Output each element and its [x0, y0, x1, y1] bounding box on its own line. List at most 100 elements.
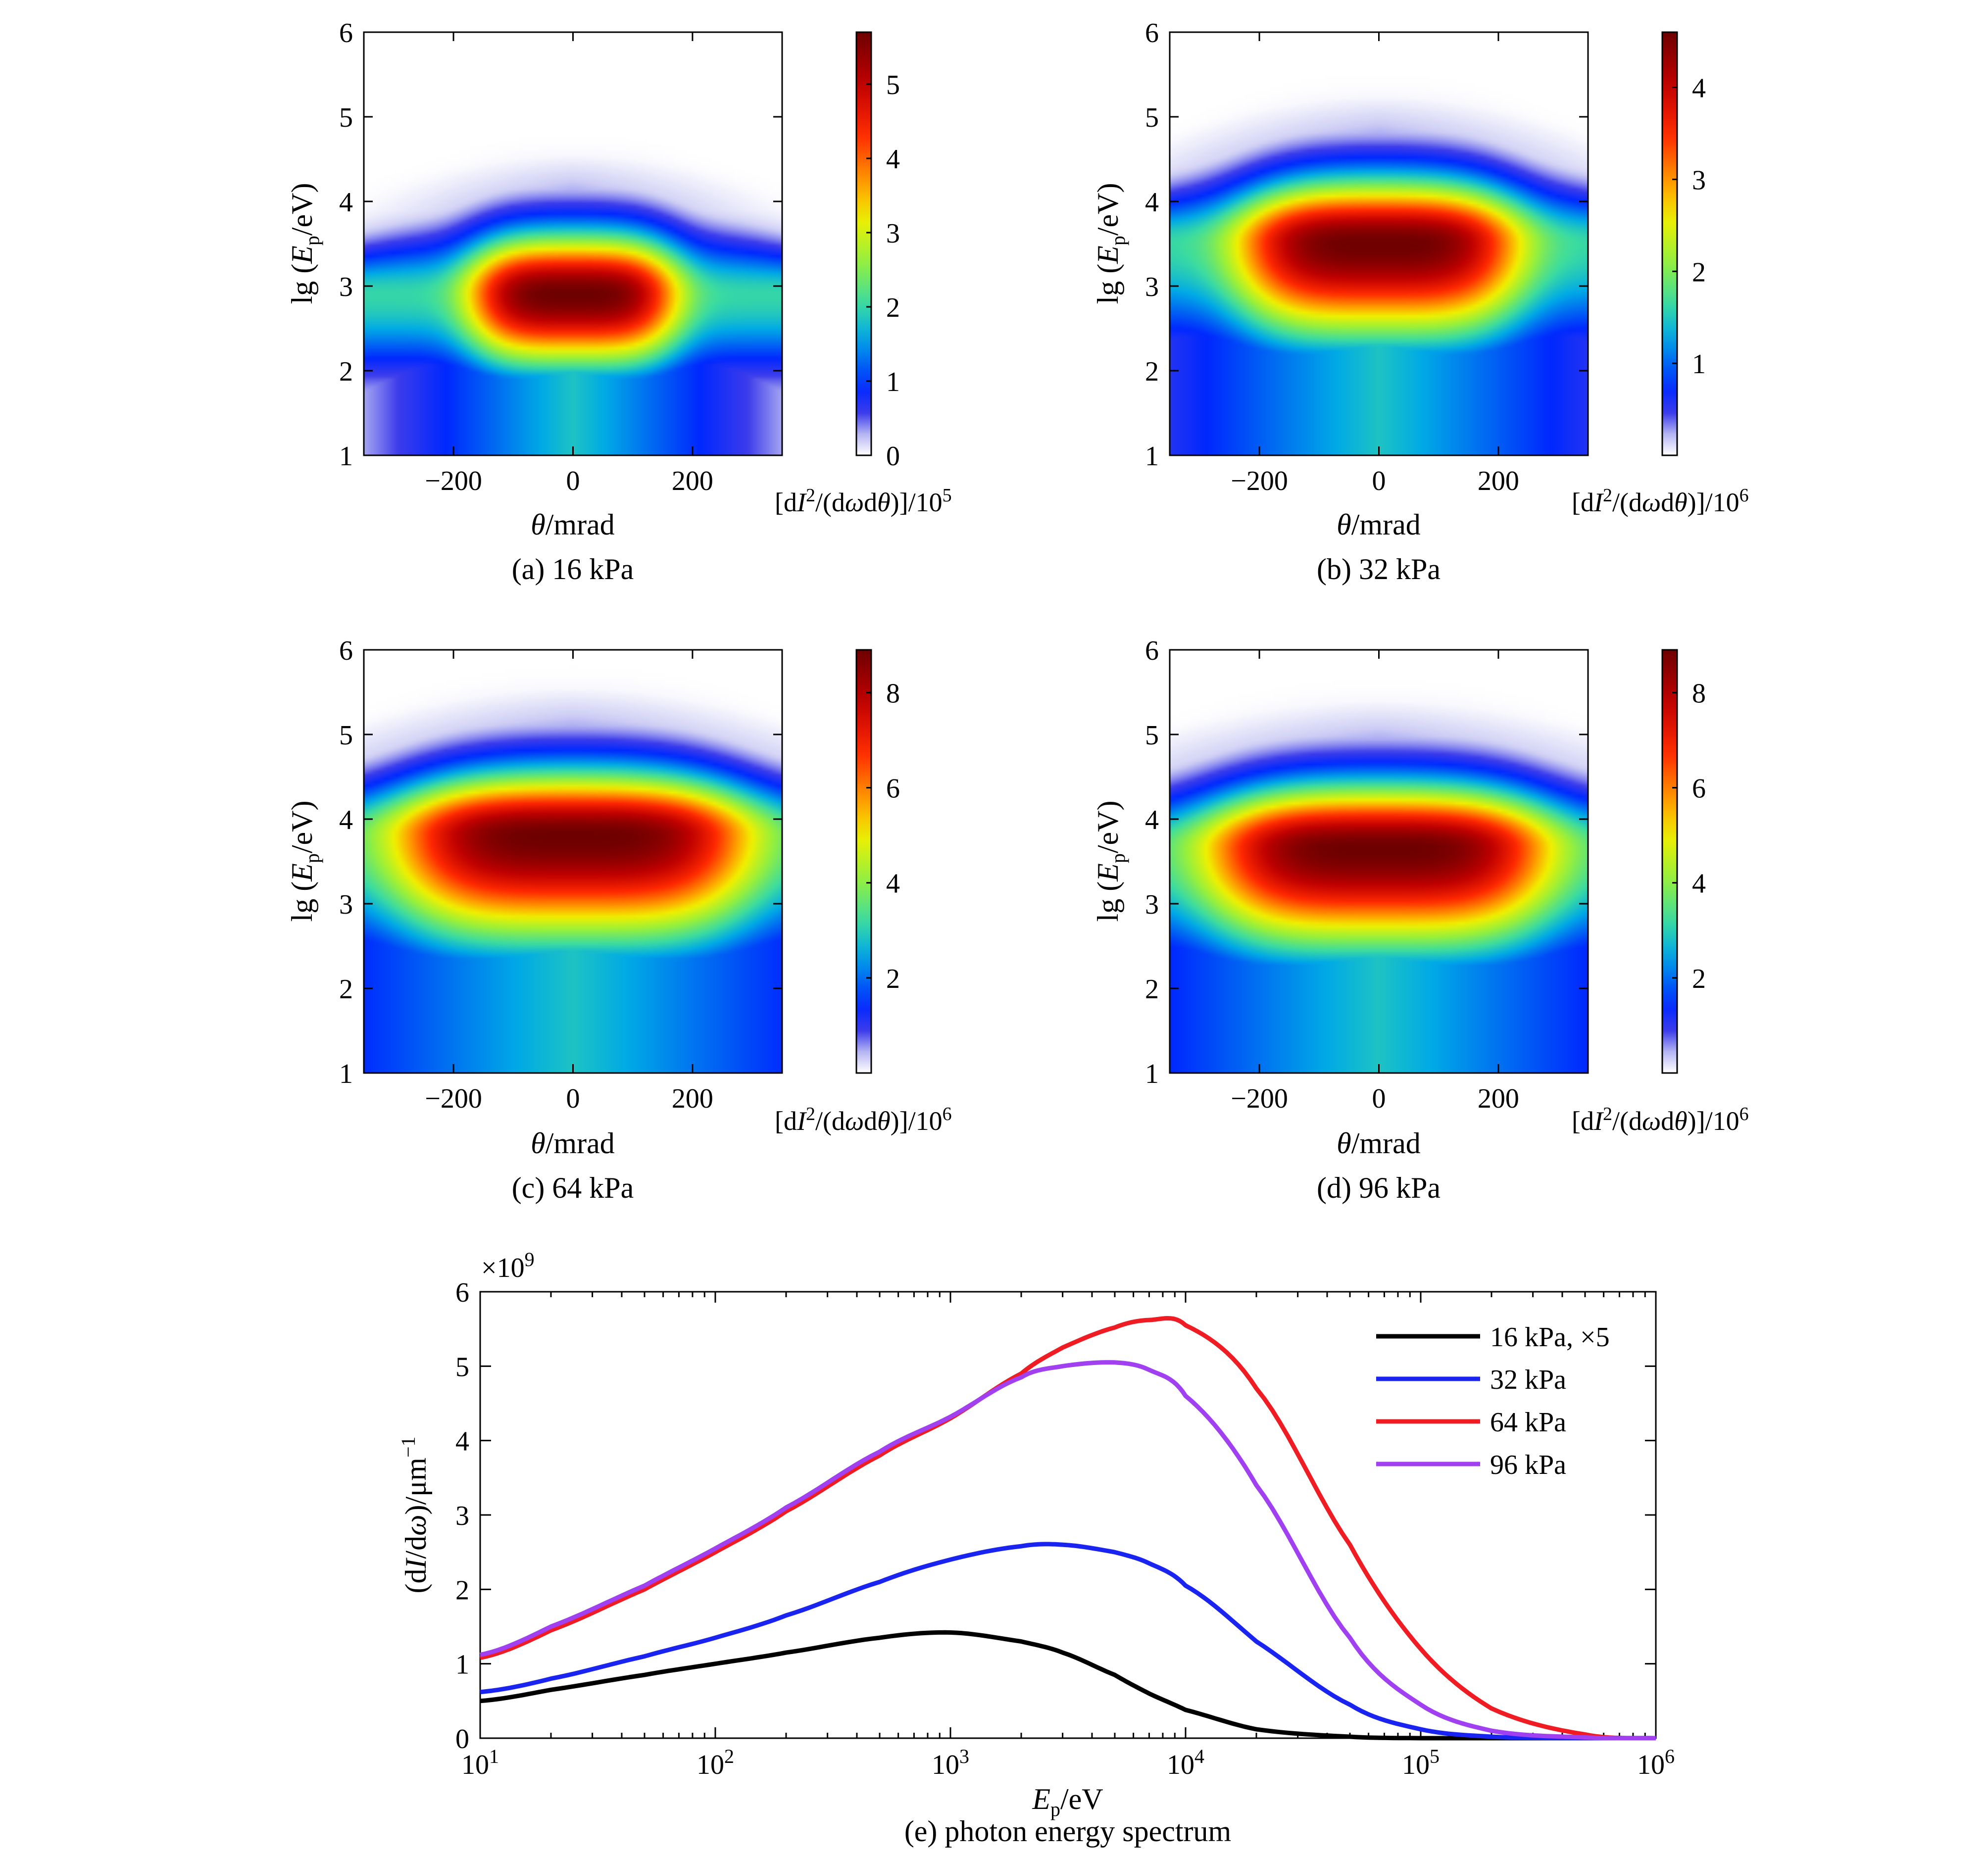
y-tick-label: 1: [1145, 1059, 1159, 1089]
legend: 16 kPa, ×5 32 kPa 64 kPa 96 kPa: [1376, 1322, 1610, 1480]
y-tick-label: 5: [455, 1352, 469, 1382]
colorbar-tick-label: 2: [1692, 964, 1706, 994]
colorbar-tick-label: 2: [1692, 257, 1706, 288]
y-tick-label: 0: [455, 1724, 469, 1755]
y-tick-label: 3: [1145, 889, 1159, 920]
x-ticks: −200 0 200: [425, 650, 713, 1114]
x-tick-label: 0: [566, 466, 580, 496]
colorbar-tick-label: 2: [886, 293, 900, 323]
panel-caption: (c) 64 kPa: [512, 1171, 634, 1204]
y-tick-label: 1: [1145, 441, 1159, 472]
series-line-1: [480, 1542, 1656, 1741]
legend-label: 32 kPa: [1490, 1365, 1566, 1395]
y-tick-label: 6: [1145, 18, 1159, 49]
x-tick-label: −200: [425, 466, 482, 496]
y-tick-label: 2: [1145, 356, 1159, 387]
heatmap-image: [364, 32, 782, 455]
y-tick-label: 6: [455, 1277, 469, 1308]
y-tick-label: 5: [1145, 102, 1159, 133]
colorbar-gradient: [1662, 650, 1677, 1073]
series-lines: [480, 1316, 1656, 1741]
panel-caption: (d) 96 kPa: [1317, 1171, 1441, 1204]
colorbar-tick-label: 3: [886, 218, 900, 249]
x-tick-label: −200: [1231, 1083, 1288, 1114]
colorbar-tick-label: 1: [886, 367, 900, 397]
series-line-2: [480, 1316, 1656, 1741]
heatmap-image: [1170, 32, 1588, 455]
y-ticks: 1 2 3 4 5 6: [339, 635, 782, 1089]
panel-caption: (e) photon energy spectrum: [904, 1815, 1231, 1848]
colorbar-tick-label: 0: [886, 441, 900, 472]
colorbar-tick-label: 5: [886, 70, 900, 100]
series-line-0: [480, 1630, 1656, 1741]
x-axis-label: θ/mrad: [531, 1127, 614, 1160]
colorbar-label: [dI2/(dωdθ)]/105: [775, 485, 952, 517]
x-ticks: −200 0 200: [425, 32, 713, 496]
x-tick-label: 200: [672, 1083, 713, 1114]
y-tick-label: 4: [1145, 805, 1159, 835]
y-ticks: 1 2 3 4 5 6: [1145, 635, 1588, 1089]
y-tick-label: 5: [339, 720, 353, 751]
panel-caption: (b) 32 kPa: [1317, 553, 1441, 585]
colorbar-label: [dI2/(dωdθ)]/106: [775, 1104, 952, 1136]
x-tick-label: 200: [1478, 466, 1519, 496]
heatmap-image: [364, 650, 782, 1073]
x-axis-label: θ/mrad: [531, 508, 614, 541]
colorbar-tick-label: 1: [1692, 349, 1706, 380]
y-tick-label: 4: [455, 1426, 469, 1457]
colorbar: 2 4 6 8: [1661, 649, 1706, 1074]
x-tick-label: 101: [461, 1745, 499, 1780]
x-tick-label: 0: [1372, 466, 1386, 496]
colorbar-frame: [1661, 31, 1678, 456]
colorbar-tick-label: 4: [886, 144, 900, 175]
y-tick-label: 1: [339, 441, 353, 472]
legend-label: 96 kPa: [1490, 1450, 1566, 1480]
x-ticks: −200 0 200: [1231, 32, 1519, 496]
colorbar-label: [dI2/(dωdθ)]/106: [1572, 485, 1749, 517]
y-tick-label: 3: [455, 1501, 469, 1531]
legend-label: 64 kPa: [1490, 1407, 1566, 1438]
x-tick-label: 0: [1372, 1083, 1386, 1114]
x-ticks: −200 0 200: [1231, 650, 1519, 1114]
colorbar-tick-label: 4: [886, 869, 900, 899]
y-ticks: 1 2 3 4 5 6: [1145, 18, 1588, 472]
colorbar-gradient: [856, 32, 871, 455]
x-tick-label: 103: [932, 1745, 969, 1780]
y-tick-label: 2: [339, 974, 353, 1005]
colorbar: 0 1 2 3 4 5: [855, 31, 900, 472]
colorbar-frame: [855, 649, 872, 1074]
x-tick-label: 200: [672, 466, 713, 496]
y-tick-label: 1: [455, 1650, 469, 1680]
colorbar-tick-label: 8: [1692, 678, 1706, 709]
colorbar-gradient: [1662, 32, 1677, 455]
y-tick-label: 2: [455, 1575, 469, 1606]
colorbar-label: [dI2/(dωdθ)]/106: [1572, 1104, 1749, 1136]
colorbar-tick-label: 3: [1692, 165, 1706, 195]
colorbar-frame: [1661, 649, 1678, 1074]
y-tick-label: 5: [339, 102, 353, 133]
colorbar-tick-label: 6: [1692, 774, 1706, 804]
colorbar-tick-label: 8: [886, 678, 900, 709]
y-tick-label: 4: [1145, 187, 1159, 218]
heatmap-image: [1170, 650, 1588, 1073]
y-tick-label: 5: [1145, 720, 1159, 751]
y-tick-label: 2: [1145, 974, 1159, 1005]
x-tick-label: −200: [425, 1083, 482, 1114]
y-tick-label: 3: [339, 272, 353, 302]
y-tick-label: 3: [1145, 272, 1159, 302]
colorbar-frame: [855, 31, 872, 456]
colorbar-gradient: [856, 650, 871, 1073]
x-tick-label: 0: [566, 1083, 580, 1114]
colorbar-tick-label: 4: [1692, 73, 1706, 104]
y-tick-label: 3: [339, 889, 353, 920]
colorbar-tick-label: 6: [886, 774, 900, 804]
y-tick-label: 1: [339, 1059, 353, 1089]
colorbar-tick-label: 4: [1692, 869, 1706, 899]
colorbar: 2 4 6 8: [855, 649, 900, 1074]
colorbar: 1 2 3 4: [1661, 31, 1706, 456]
